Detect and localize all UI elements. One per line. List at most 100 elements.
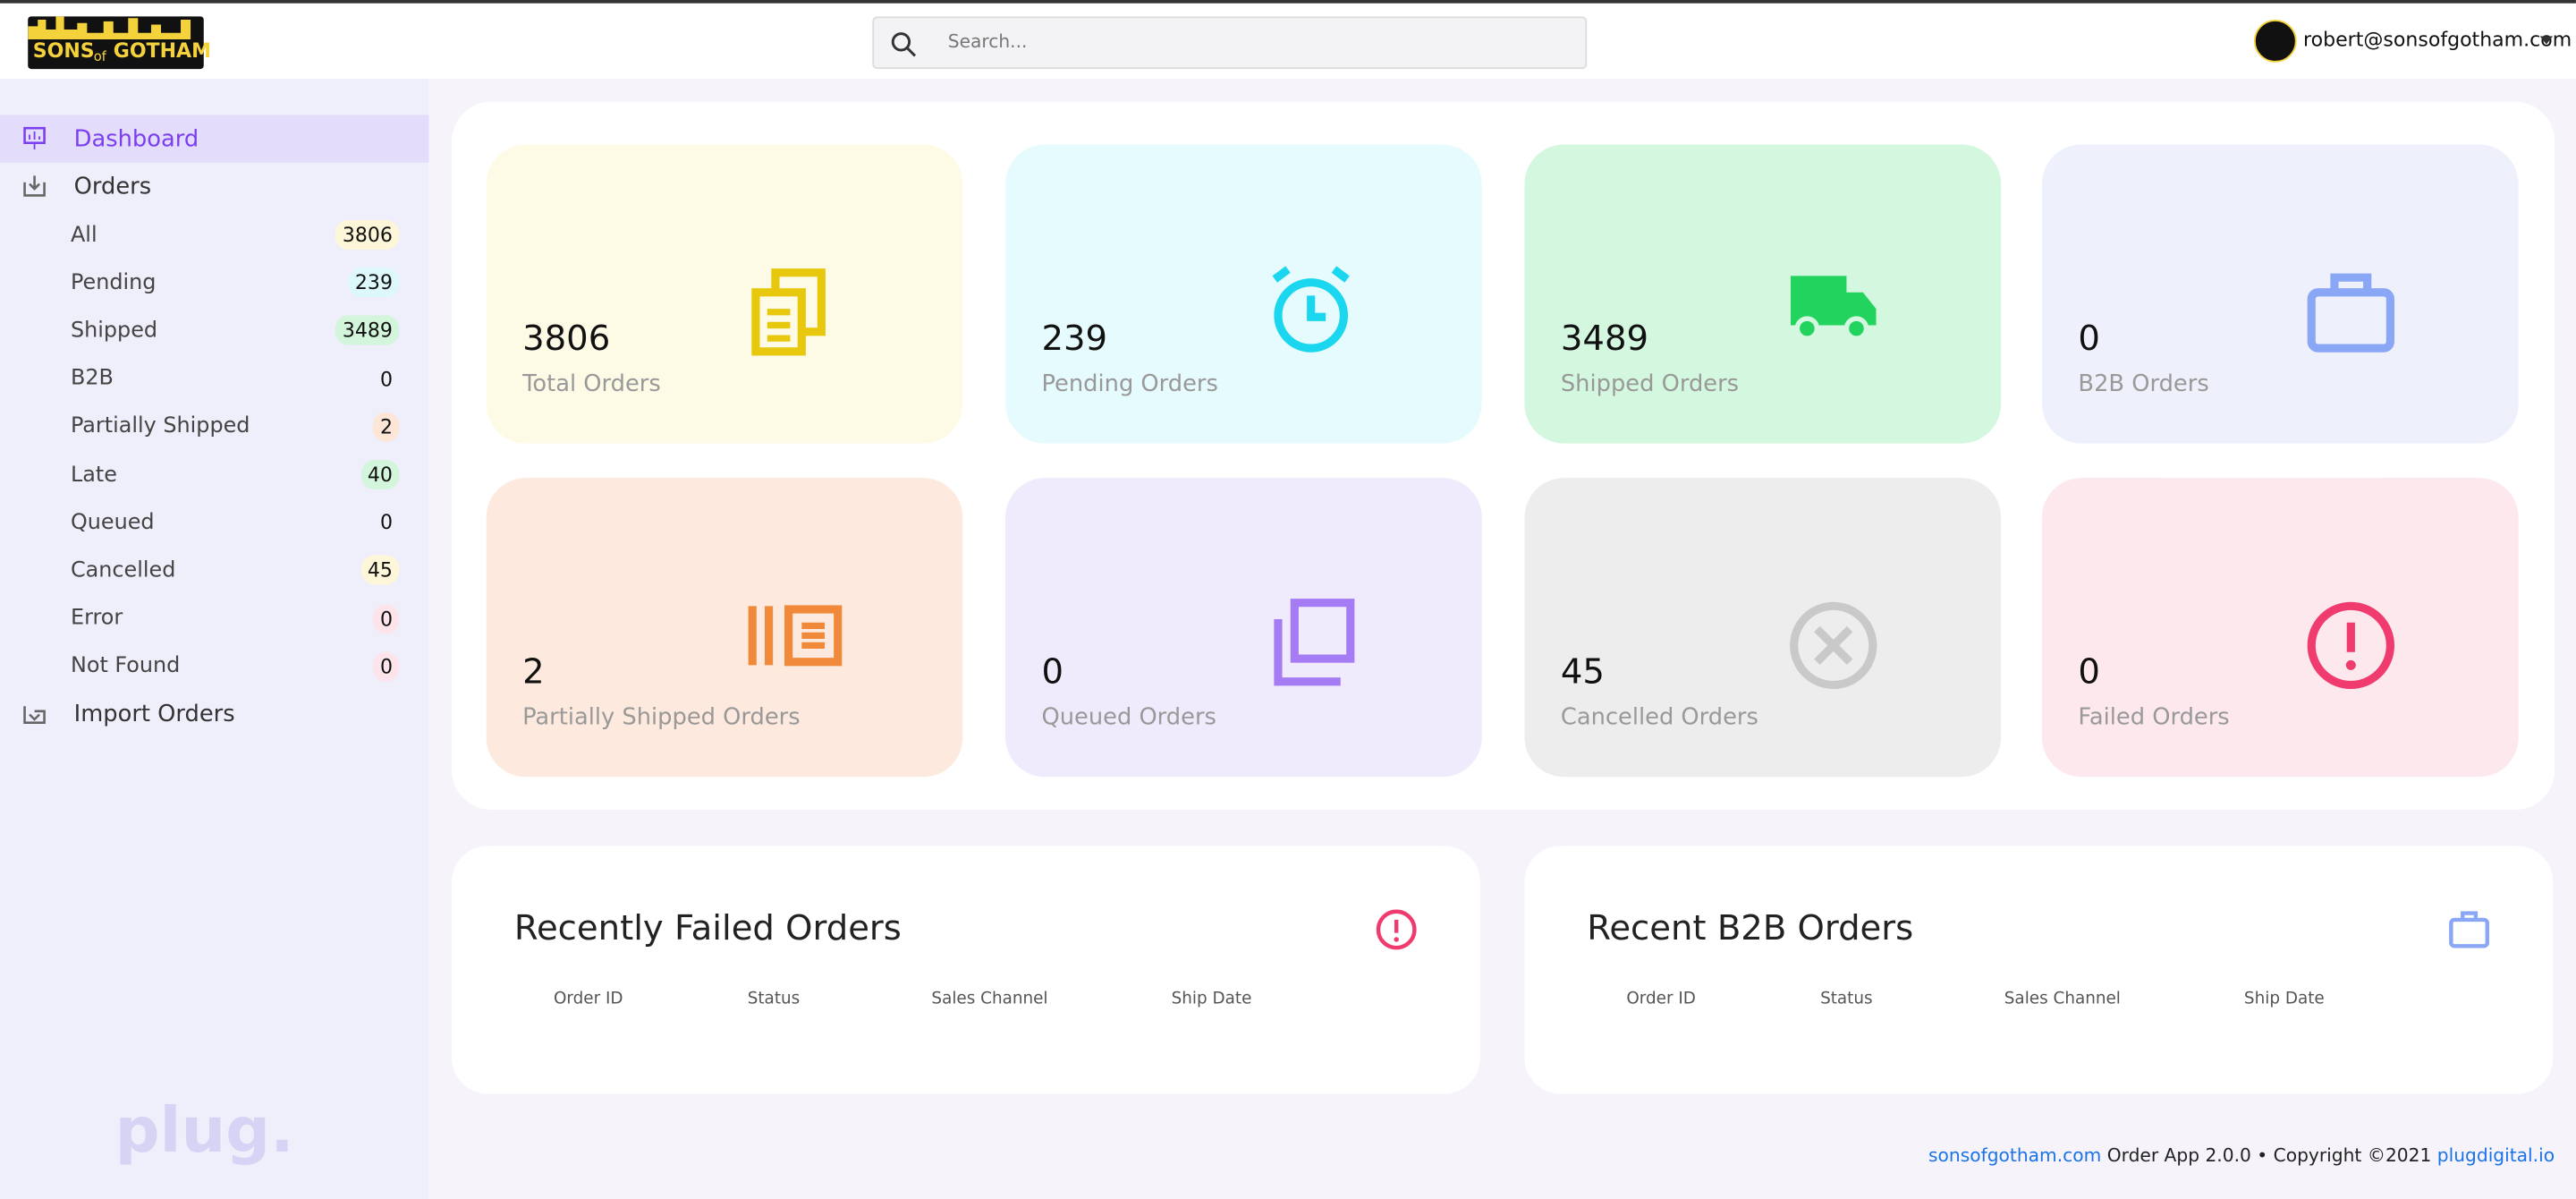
nav-dashboard[interactable]: Dashboard <box>0 115 429 163</box>
nav-import[interactable]: Import Orders <box>0 690 428 737</box>
logo-of: of <box>93 49 106 64</box>
order-filter[interactable]: Queued 0 <box>71 505 399 540</box>
footer-app: Order App 2.0.0 • Copyright ©2021 <box>2106 1144 2432 1167</box>
logo-gotham: GOTHAM <box>113 39 212 63</box>
column-header[interactable]: Sales Channel <box>931 990 1048 1009</box>
order-filter[interactable]: Not Found 0 <box>70 649 400 685</box>
card-label: Pending Orders <box>1041 370 1218 398</box>
column-header[interactable]: Ship Date <box>1171 990 1252 1009</box>
panel: Recent B2B Orders Order ID Status Sales Cha… <box>1524 846 2554 1094</box>
nav-label: Import Orders <box>73 700 235 727</box>
stat-card[interactable]: 239 Pending Orders <box>1005 144 1482 444</box>
filter-label: Error <box>70 606 123 632</box>
icon <box>1274 599 1355 686</box>
column-header[interactable]: Order ID <box>1626 990 1696 1009</box>
avatar[interactable] <box>2253 20 2297 63</box>
order-filter[interactable]: All 3806 <box>70 217 400 252</box>
card-label: Cancelled Orders <box>1560 704 1758 731</box>
card-label: Partially Shipped Orders <box>522 704 801 731</box>
stat-card[interactable]: 3806 Total Orders <box>486 144 963 444</box>
stat-card[interactable]: 0 Failed Orders <box>2042 478 2519 778</box>
icon <box>748 605 843 667</box>
order-filter[interactable]: B2B 0 <box>71 361 399 396</box>
card-label: Queued Orders <box>1041 704 1216 731</box>
card-value: 2 <box>522 651 545 692</box>
stat-card[interactable]: 2 Partially Shipped Orders <box>486 478 963 778</box>
order-filter[interactable]: Cancelled 45 <box>70 552 400 588</box>
footer-site[interactable]: sonsofgotham.com <box>1928 1144 2102 1167</box>
order-filter[interactable]: Late 40 <box>71 456 400 492</box>
search-placeholder: Search... <box>947 30 1028 53</box>
card-label: Total Orders <box>522 370 661 398</box>
nav-label: Orders <box>73 173 152 200</box>
header: SONS of GOTHAM Search... robert@sonsofgo… <box>0 0 2576 80</box>
filter-count: 40 <box>360 459 400 490</box>
order-filter[interactable]: Partially Shipped 2 <box>71 409 400 445</box>
card-value: 3806 <box>522 319 611 359</box>
stat-card[interactable]: 0 B2B Orders <box>2042 144 2519 444</box>
order-filter[interactable]: Error 0 <box>70 600 400 636</box>
panel-title: Recent B2B Orders <box>1587 908 1914 948</box>
search-icon <box>891 32 917 57</box>
icon <box>751 268 826 356</box>
filter-label: B2B <box>70 366 114 392</box>
icon <box>1272 266 1350 353</box>
icon <box>1791 276 1877 341</box>
icon <box>2307 273 2394 353</box>
nav-label: Dashboard <box>73 125 199 152</box>
column-header[interactable]: Ship Date <box>2243 990 2325 1009</box>
logo-sons: SONS <box>32 39 95 63</box>
card-value: 0 <box>2078 319 2100 359</box>
filter-count: 0 <box>373 603 400 634</box>
filter-count: 2 <box>373 412 400 442</box>
filter-count: 3489 <box>335 316 400 346</box>
footer-company[interactable]: plugdigital.io <box>2436 1144 2555 1167</box>
stat-card[interactable]: 45 Cancelled Orders <box>1524 478 2002 778</box>
panel-icon <box>2448 908 2491 957</box>
icon <box>1790 601 1877 690</box>
filter-count: 45 <box>360 556 400 586</box>
import-icon <box>23 706 46 724</box>
panel-icon <box>1375 908 1418 957</box>
filter-label: Not Found <box>70 654 181 679</box>
card-value: 0 <box>2078 651 2100 692</box>
icon <box>2307 601 2394 690</box>
dashboard-icon <box>23 126 46 150</box>
card-value: 239 <box>1041 319 1108 359</box>
skyline <box>28 16 191 40</box>
filter-label: Cancelled <box>70 557 176 583</box>
card-value: 0 <box>1041 651 1064 692</box>
card-value: 45 <box>1560 651 1605 692</box>
brand: plug. <box>114 1093 294 1167</box>
nav-orders[interactable]: Orders <box>0 163 428 210</box>
icon <box>2449 911 2489 948</box>
card-label: Failed Orders <box>2078 704 2230 731</box>
stat-card[interactable]: 0 Queued Orders <box>1005 478 1482 778</box>
card-label: Shipped Orders <box>1560 370 1740 398</box>
filter-count: 0 <box>379 367 393 391</box>
order-filter[interactable]: Pending 239 <box>71 265 400 301</box>
filter-count: 3806 <box>335 219 400 251</box>
column-header[interactable]: Sales Channel <box>2004 990 2121 1009</box>
filter-label: All <box>70 222 97 248</box>
card-label: B2B Orders <box>2078 370 2209 398</box>
logo[interactable]: SONS of GOTHAM <box>28 16 211 70</box>
column-header[interactable]: Order ID <box>553 990 623 1009</box>
column-header[interactable]: Status <box>747 990 801 1009</box>
filter-count: 239 <box>348 268 400 298</box>
search-box[interactable]: Search... <box>872 16 1588 70</box>
filter-count: 0 <box>379 511 393 534</box>
filter-count: 0 <box>373 651 400 682</box>
panel: Recently Failed Orders Order ID Status Sale… <box>452 846 1480 1094</box>
icon <box>1376 909 1417 950</box>
orders-icon <box>23 175 46 197</box>
user-email[interactable]: robert@sonsofgotham.com <box>2303 28 2572 51</box>
panel-title: Recently Failed Orders <box>513 908 902 948</box>
stat-card[interactable]: 3489 Shipped Orders <box>1524 144 2002 444</box>
footer: sonsofgotham.com Order App 2.0.0 • Copyr… <box>1928 1144 2555 1166</box>
order-filter[interactable]: Shipped 3489 <box>71 312 400 348</box>
card-value: 3489 <box>1560 319 1649 359</box>
column-header[interactable]: Status <box>1820 990 1873 1009</box>
user-caret[interactable] <box>2539 36 2554 45</box>
